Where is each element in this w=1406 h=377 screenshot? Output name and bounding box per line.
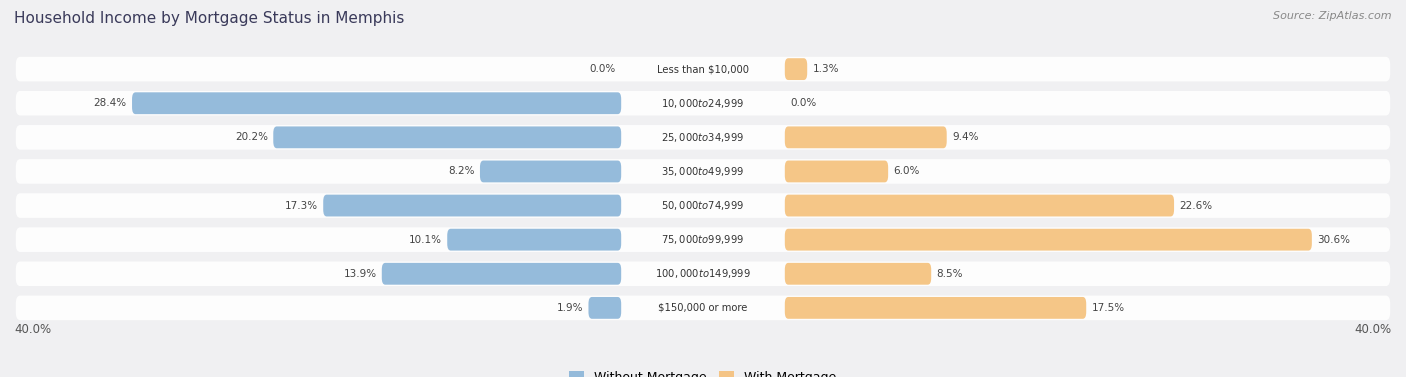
Text: 8.5%: 8.5% [936,269,963,279]
FancyBboxPatch shape [785,161,889,182]
Text: Household Income by Mortgage Status in Memphis: Household Income by Mortgage Status in M… [14,11,405,26]
FancyBboxPatch shape [785,126,946,148]
Text: $35,000 to $49,999: $35,000 to $49,999 [661,165,745,178]
Text: Less than $10,000: Less than $10,000 [657,64,749,74]
Text: $150,000 or more: $150,000 or more [658,303,748,313]
Text: 17.3%: 17.3% [285,201,318,211]
FancyBboxPatch shape [15,91,1391,115]
Text: 30.6%: 30.6% [1317,234,1350,245]
Text: $75,000 to $99,999: $75,000 to $99,999 [661,233,745,246]
Text: 0.0%: 0.0% [790,98,817,108]
FancyBboxPatch shape [15,193,1391,218]
FancyBboxPatch shape [785,195,1174,216]
FancyBboxPatch shape [382,263,621,285]
FancyBboxPatch shape [785,58,807,80]
Legend: Without Mortgage, With Mortgage: Without Mortgage, With Mortgage [564,366,842,377]
Text: 28.4%: 28.4% [94,98,127,108]
FancyBboxPatch shape [15,227,1391,252]
Text: 40.0%: 40.0% [14,323,51,336]
Text: $50,000 to $74,999: $50,000 to $74,999 [661,199,745,212]
FancyBboxPatch shape [785,297,1087,319]
FancyBboxPatch shape [15,159,1391,184]
FancyBboxPatch shape [785,263,931,285]
FancyBboxPatch shape [479,161,621,182]
FancyBboxPatch shape [785,229,1312,251]
FancyBboxPatch shape [589,297,621,319]
Text: 0.0%: 0.0% [589,64,616,74]
FancyBboxPatch shape [15,125,1391,150]
Text: 9.4%: 9.4% [952,132,979,143]
Text: 22.6%: 22.6% [1180,201,1212,211]
Text: 40.0%: 40.0% [1355,323,1392,336]
Text: 10.1%: 10.1% [409,234,441,245]
FancyBboxPatch shape [15,296,1391,320]
FancyBboxPatch shape [132,92,621,114]
Text: 6.0%: 6.0% [893,166,920,176]
Text: 13.9%: 13.9% [343,269,377,279]
FancyBboxPatch shape [323,195,621,216]
Text: 17.5%: 17.5% [1091,303,1125,313]
FancyBboxPatch shape [273,126,621,148]
Text: $10,000 to $24,999: $10,000 to $24,999 [661,97,745,110]
Text: $100,000 to $149,999: $100,000 to $149,999 [655,267,751,280]
Text: 1.3%: 1.3% [813,64,839,74]
FancyBboxPatch shape [15,262,1391,286]
Text: 20.2%: 20.2% [235,132,269,143]
FancyBboxPatch shape [447,229,621,251]
Text: 8.2%: 8.2% [449,166,475,176]
FancyBboxPatch shape [15,57,1391,81]
Text: $25,000 to $34,999: $25,000 to $34,999 [661,131,745,144]
Text: Source: ZipAtlas.com: Source: ZipAtlas.com [1274,11,1392,21]
Text: 1.9%: 1.9% [557,303,583,313]
